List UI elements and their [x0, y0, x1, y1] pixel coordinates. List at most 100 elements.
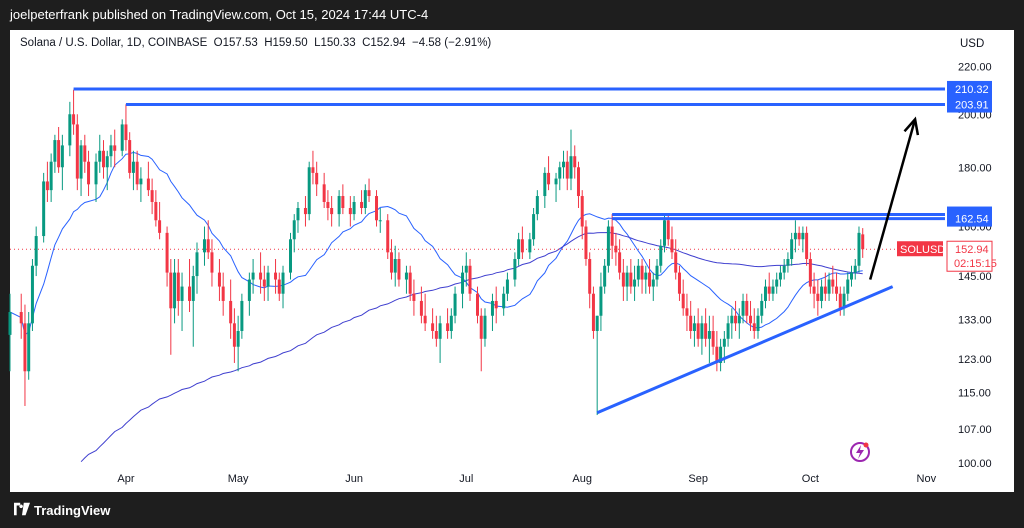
candle-body: [468, 265, 472, 294]
candle-body: [659, 245, 663, 266]
candle-body: [674, 252, 678, 273]
candle-body: [569, 156, 573, 179]
candle-body: [835, 286, 839, 294]
candle-body: [154, 201, 158, 221]
candle-body: [614, 245, 618, 253]
candle-body: [595, 315, 599, 331]
candle-body: [588, 259, 592, 294]
candle-body: [57, 140, 61, 168]
ohlc-close: C152.94: [358, 37, 406, 49]
candle-body: [83, 145, 87, 162]
candle-body: [102, 150, 105, 168]
candle-body: [210, 252, 214, 273]
candle-body: [696, 323, 700, 339]
candle-body: [629, 272, 633, 287]
candle-body: [599, 286, 603, 316]
candle-body: [476, 293, 479, 316]
symbol-price-tag: [897, 241, 943, 257]
projection-arrow-head: [903, 116, 920, 136]
candle-body: [483, 315, 487, 339]
candle-body: [666, 220, 670, 240]
candle-body: [558, 167, 562, 179]
candle-body: [419, 300, 423, 316]
candle-body: [681, 293, 685, 309]
tradingview-logo-icon[interactable]: [14, 502, 30, 516]
candle-body: [793, 232, 797, 240]
candle-body: [53, 140, 57, 162]
candle-body: [397, 259, 401, 280]
candle-body: [217, 272, 221, 287]
candle-body: [202, 239, 206, 253]
candle-body: [19, 312, 23, 324]
candle-body: [846, 279, 850, 294]
candle-body: [341, 196, 345, 209]
candle-body: [790, 239, 794, 259]
candle-body: [591, 293, 595, 331]
last-price-tag: [946, 240, 993, 272]
lightning-icon[interactable]: [850, 442, 870, 462]
candle-body: [206, 239, 210, 253]
candle-body: [707, 330, 711, 339]
candle-body: [131, 161, 135, 173]
candle-body: [461, 272, 465, 294]
candle-body: [644, 272, 648, 280]
candle-body: [636, 265, 640, 280]
y-tick-label: 115.00: [958, 388, 991, 400]
candle-body: [734, 315, 738, 324]
level-price-tag: [947, 96, 992, 113]
candle-body: [763, 286, 767, 301]
candle-body: [150, 190, 154, 202]
level-price-tag: [947, 210, 992, 227]
candle-body: [266, 272, 270, 287]
candle-body: [375, 196, 379, 221]
candle-body: [535, 196, 539, 215]
candle-body: [158, 220, 162, 233]
candle-body: [113, 145, 117, 151]
lightning-icon-bolt: [856, 445, 864, 459]
candle-body: [704, 323, 708, 339]
candle-body: [408, 272, 412, 294]
candle-body: [648, 272, 652, 287]
brand-label[interactable]: TradingView: [34, 503, 111, 518]
candle-body: [853, 265, 857, 273]
symbol-tag-label: SOLUSD: [900, 244, 945, 256]
candle-body: [494, 300, 498, 309]
candle-body: [386, 220, 390, 253]
candle-body: [146, 178, 150, 191]
candle-body: [532, 214, 536, 240]
candle-body: [326, 201, 330, 209]
candle-body: [479, 315, 483, 339]
candle-body: [221, 286, 225, 301]
candle-body: [352, 201, 356, 215]
candle-body: [296, 208, 300, 221]
y-tick-label: 133.00: [958, 315, 992, 327]
candle-body: [775, 279, 779, 287]
candle-body: [823, 286, 827, 294]
candle-body: [98, 150, 102, 162]
candle-body: [850, 272, 853, 280]
candle-body: [745, 300, 749, 316]
candle-body: [685, 308, 689, 316]
candle-body: [857, 232, 861, 266]
candle-body: [128, 140, 132, 173]
x-tick-label: Apr: [117, 473, 134, 485]
candle-body: [412, 293, 416, 301]
candle-body: [393, 259, 397, 273]
candle-body: [236, 330, 240, 347]
candle-body: [547, 172, 551, 185]
candle-body: [778, 272, 782, 280]
ohlc-low: L150.33: [310, 37, 356, 49]
candle-body: [820, 286, 824, 301]
candle-body: [692, 323, 696, 331]
candle-body: [464, 265, 468, 273]
candle-body: [173, 272, 177, 309]
y-tick-label: 180.00: [958, 162, 992, 174]
candle-body: [42, 181, 46, 237]
currency-label[interactable]: USD: [960, 38, 985, 50]
candle-body: [311, 167, 315, 173]
candle-body: [176, 272, 180, 301]
candle-body: [812, 286, 816, 294]
candle-body: [711, 330, 715, 347]
candle-body: [797, 232, 801, 240]
